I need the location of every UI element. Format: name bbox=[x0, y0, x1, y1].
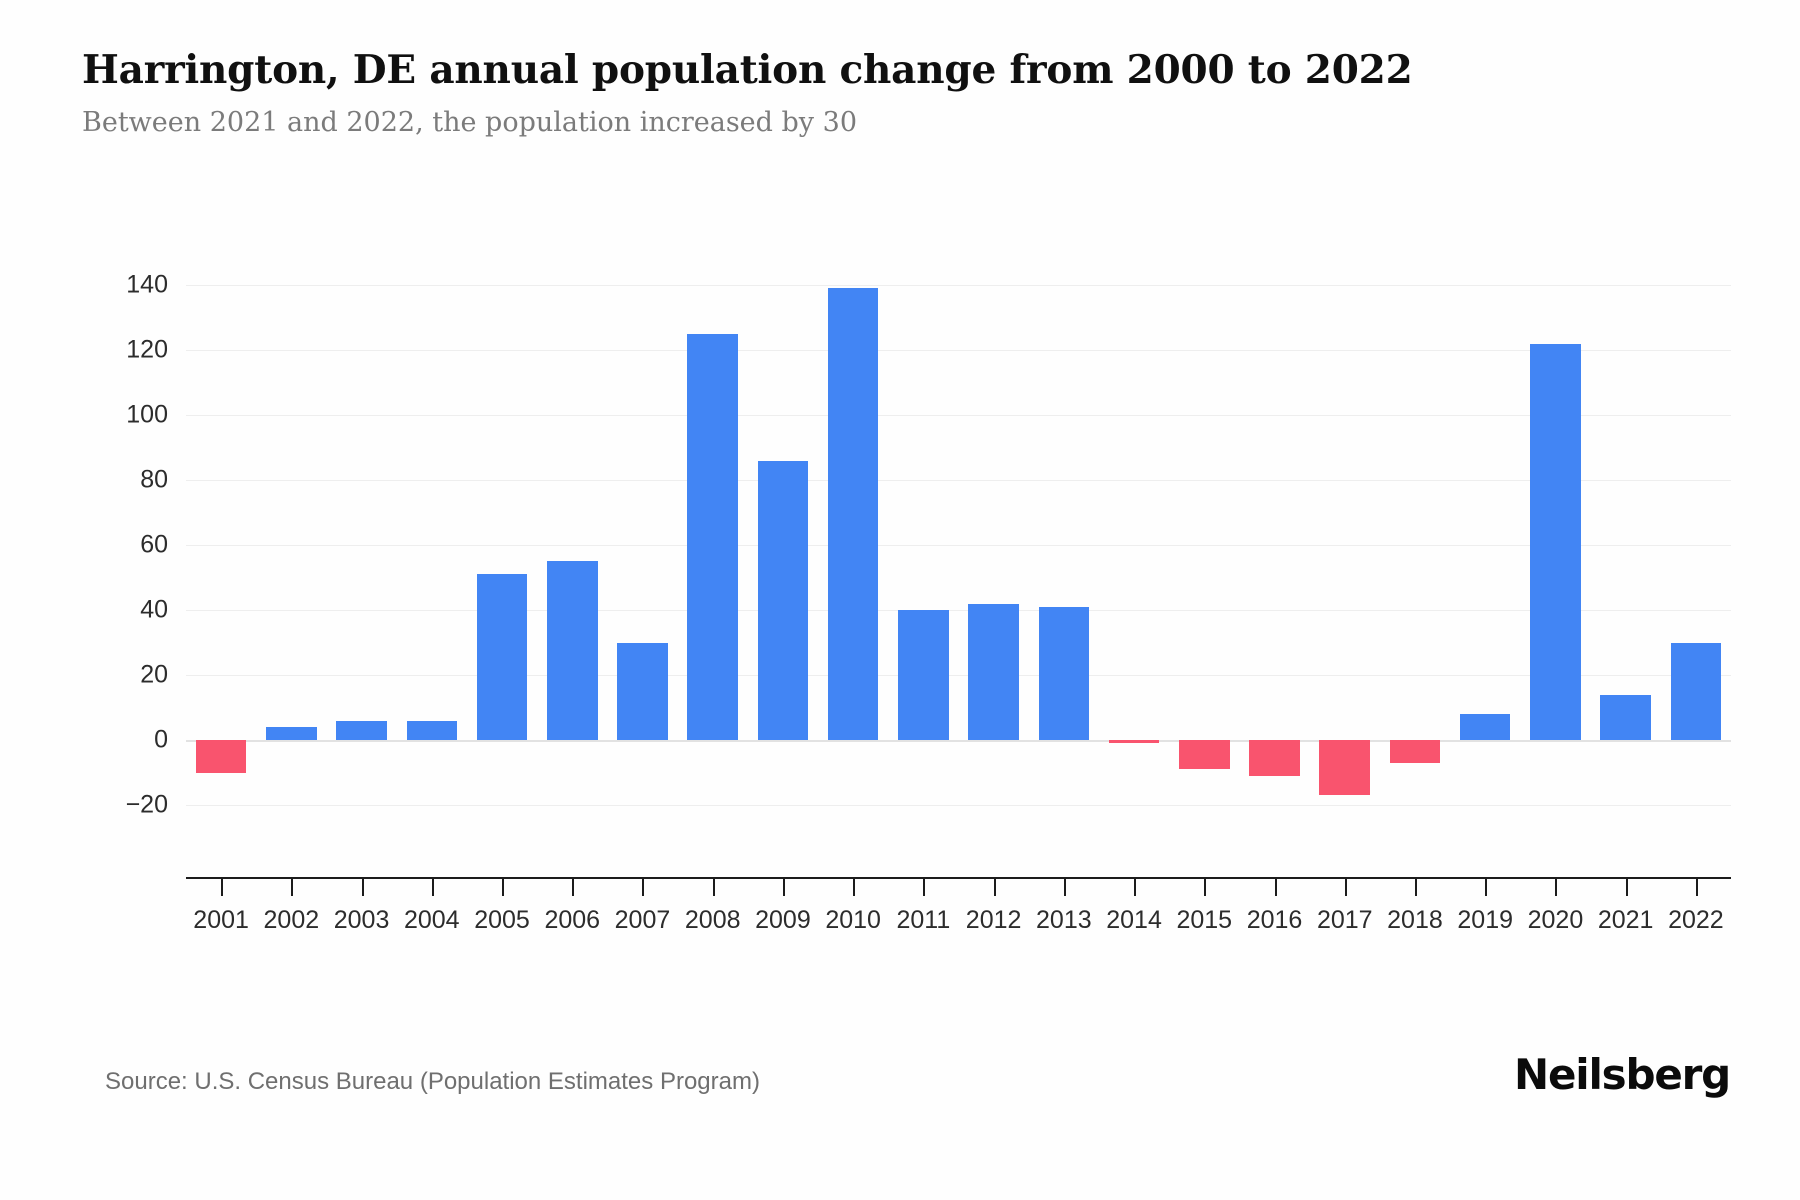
x-axis-tick bbox=[221, 877, 224, 896]
gridline bbox=[186, 675, 1731, 676]
x-axis-tick-label: 2013 bbox=[1036, 906, 1092, 934]
gridline bbox=[186, 480, 1731, 481]
bar-2006[interactable] bbox=[546, 561, 598, 740]
x-axis-tick-label: 2008 bbox=[684, 906, 741, 934]
x-axis-tick bbox=[1063, 877, 1066, 896]
bar-2017[interactable] bbox=[1319, 740, 1371, 796]
x-axis-tick-label: 2016 bbox=[1246, 906, 1303, 934]
x-axis-tick bbox=[361, 877, 364, 896]
x-axis-tick-label: 2019 bbox=[1457, 906, 1514, 934]
x-axis-tick bbox=[1134, 877, 1137, 896]
x-axis-tick-label: 2021 bbox=[1597, 906, 1654, 934]
x-axis-tick-label: 2011 bbox=[896, 906, 951, 934]
x-axis-tick bbox=[1414, 877, 1417, 896]
x-axis-tick bbox=[1555, 877, 1558, 896]
bar-2022[interactable] bbox=[1670, 642, 1722, 740]
x-axis-tick bbox=[1625, 877, 1628, 896]
x-axis-tick bbox=[1485, 877, 1488, 896]
page-title: Harrington, DE annual population change … bbox=[82, 47, 1413, 93]
gridline bbox=[186, 805, 1731, 806]
bars-group bbox=[186, 285, 1731, 805]
x-axis-tick-label: 2007 bbox=[614, 906, 671, 934]
x-axis-tick-label: 2014 bbox=[1106, 906, 1162, 934]
y-axis-tick-label: 20 bbox=[140, 660, 168, 689]
x-axis-tick-label: 2015 bbox=[1176, 906, 1233, 934]
x-axis-tick bbox=[712, 877, 715, 896]
x-axis-tick bbox=[431, 877, 434, 896]
gridline bbox=[186, 610, 1731, 611]
chart-header: Harrington, DE annual population change … bbox=[82, 48, 1722, 139]
x-axis-tick-label: 2004 bbox=[403, 906, 460, 934]
bar-2021[interactable] bbox=[1600, 694, 1651, 740]
x-axis-line bbox=[186, 877, 1731, 879]
x-axis-tick bbox=[923, 877, 926, 896]
x-axis-tick bbox=[853, 877, 856, 896]
y-axis-tick-label: 140 bbox=[126, 270, 168, 299]
y-axis-tick-label: −20 bbox=[125, 790, 168, 819]
gridline bbox=[186, 285, 1731, 286]
bar-2007[interactable] bbox=[617, 642, 668, 740]
x-axis-tick bbox=[782, 877, 785, 896]
bar-2020[interactable] bbox=[1530, 343, 1581, 740]
y-axis-tick-label: 0 bbox=[154, 725, 168, 754]
bar-2001[interactable] bbox=[195, 740, 247, 773]
bar-2014[interactable] bbox=[1108, 740, 1160, 744]
x-axis-tick bbox=[993, 877, 996, 896]
x-axis-tick-label: 2018 bbox=[1387, 906, 1443, 934]
bar-2018[interactable] bbox=[1389, 740, 1441, 763]
x-axis-tick-label: 2005 bbox=[474, 906, 530, 934]
x-axis-tick bbox=[1695, 877, 1698, 896]
x-axis-tick-label: 2010 bbox=[825, 906, 881, 934]
x-axis-tick bbox=[1344, 877, 1347, 896]
bar-2011[interactable] bbox=[898, 610, 949, 740]
x-axis-tick-label: 2009 bbox=[755, 906, 811, 934]
x-axis-tick-label: 2020 bbox=[1527, 906, 1584, 934]
x-axis-tick-label: 2003 bbox=[333, 906, 390, 934]
x-axis-tick-label: 2022 bbox=[1668, 906, 1724, 934]
x-axis-tick bbox=[1204, 877, 1207, 896]
gridline bbox=[186, 545, 1731, 546]
y-axis-tick-label: 80 bbox=[140, 465, 168, 494]
bar-2016[interactable] bbox=[1249, 740, 1300, 776]
gridlines-group: 140 120 100 80 60 40 20 0 −20 bbox=[126, 271, 1731, 819]
bar-2003[interactable] bbox=[336, 720, 387, 740]
bar-2004[interactable] bbox=[406, 720, 458, 740]
zero-baseline bbox=[186, 740, 1731, 742]
x-axis-tick bbox=[572, 877, 575, 896]
chart-subtitle: Between 2021 and 2022, the population in… bbox=[82, 106, 857, 138]
bar-2009[interactable] bbox=[757, 460, 809, 740]
gridline bbox=[186, 415, 1731, 416]
x-axis-tick-label: 2006 bbox=[544, 906, 601, 934]
bar-2013[interactable] bbox=[1038, 606, 1090, 740]
x-axis-tick-label: 2012 bbox=[965, 906, 1022, 934]
y-axis-tick-label: 120 bbox=[126, 335, 168, 364]
bar-2005[interactable] bbox=[476, 574, 528, 740]
bar-2019[interactable] bbox=[1459, 714, 1511, 740]
bar-2008[interactable] bbox=[687, 333, 738, 740]
y-axis-tick-label: 60 bbox=[140, 530, 168, 559]
x-axis-tick bbox=[1274, 877, 1277, 896]
source-note: Source: U.S. Census Bureau (Population E… bbox=[105, 1068, 760, 1095]
bar-2015[interactable] bbox=[1179, 740, 1230, 770]
x-axis-tick bbox=[642, 877, 645, 896]
bar-2012[interactable] bbox=[968, 603, 1019, 740]
bar-2002[interactable] bbox=[266, 727, 317, 740]
y-axis-tick-label: 100 bbox=[126, 400, 168, 429]
neilsberg-logo: Neilsberg bbox=[1514, 1050, 1731, 1099]
x-axis-tick bbox=[502, 877, 505, 896]
x-axis-tick-label: 2001 bbox=[193, 906, 249, 934]
x-axis-tick bbox=[291, 877, 294, 896]
x-axis-tick-label: 2017 bbox=[1316, 906, 1373, 934]
x-axis-tick-label: 2002 bbox=[263, 906, 320, 934]
y-axis-tick-label: 40 bbox=[140, 595, 168, 624]
gridline bbox=[186, 350, 1731, 351]
bar-2010[interactable] bbox=[827, 288, 879, 740]
